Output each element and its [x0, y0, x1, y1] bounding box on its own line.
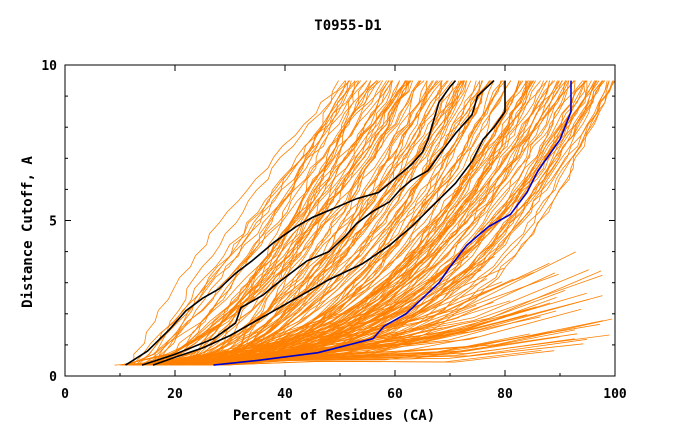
y-tick-label: 0 — [49, 370, 57, 385]
background-model-curve — [178, 80, 453, 366]
background-model-curve — [165, 80, 568, 366]
x-tick-label: 60 — [387, 387, 403, 402]
y-axis-ticks: 0 5 10 — [41, 59, 615, 385]
x-tick-label: 20 — [167, 387, 183, 402]
background-model-curve — [156, 80, 379, 366]
background-model-curve — [177, 80, 384, 366]
background-model-curve — [212, 80, 502, 366]
background-model-curve — [155, 80, 460, 366]
background-model-curve — [183, 260, 406, 366]
x-axis-ticks: 0 20 40 60 80 100 — [61, 65, 627, 402]
background-model-curve — [207, 80, 526, 366]
y-tick-label: 10 — [41, 59, 57, 74]
background-model-curve — [131, 267, 505, 366]
background-model-curve — [176, 80, 548, 366]
background-model-curve — [140, 80, 490, 366]
background-model-curve — [148, 80, 533, 366]
chart-title: T0955-D1 — [314, 18, 381, 34]
background-model-curve — [201, 278, 488, 366]
background-model-curve — [195, 80, 456, 366]
background-model-curve — [156, 80, 368, 366]
background-model-curve — [153, 80, 597, 366]
background-model-curve — [201, 344, 503, 366]
background-model-curve — [154, 80, 351, 366]
background-model-curve — [201, 80, 465, 366]
background-model-curve — [189, 80, 606, 366]
background-model-curve — [120, 80, 437, 366]
background-model-curve — [147, 80, 425, 366]
series-line-4 — [213, 80, 572, 366]
background-model-curve — [154, 80, 491, 366]
background-model-curve — [140, 80, 603, 366]
highlighted-series — [125, 80, 572, 366]
background-model-curve — [208, 80, 614, 366]
background-model-curve — [121, 80, 570, 366]
background-model-curve — [184, 80, 408, 366]
x-tick-label: 80 — [497, 387, 513, 402]
background-model-curve — [132, 80, 603, 366]
background-model-curve — [202, 302, 551, 366]
background-model-curve — [127, 80, 400, 366]
background-model-curve — [179, 80, 616, 366]
background-model-curve — [155, 80, 352, 366]
background-model-curves — [114, 80, 616, 366]
series-line-3 — [152, 80, 506, 366]
background-model-curve — [149, 80, 529, 366]
background-model-curve — [157, 80, 358, 366]
background-model-curve — [189, 80, 463, 366]
background-model-curve — [177, 80, 480, 366]
background-model-curve — [134, 273, 559, 366]
background-model-curve — [121, 80, 420, 366]
background-model-curve — [157, 256, 469, 366]
background-model-curve — [157, 80, 421, 366]
background-model-curve — [161, 80, 472, 366]
background-model-curve — [189, 80, 494, 366]
background-model-curve — [171, 274, 603, 366]
background-model-curve — [182, 294, 415, 366]
background-model-curve — [211, 80, 442, 366]
x-axis-label: Percent of Residues (CA) — [233, 408, 435, 424]
series-line-1 — [125, 80, 457, 366]
background-model-curve — [175, 80, 441, 366]
background-model-curve — [132, 80, 378, 366]
background-model-curve — [195, 80, 449, 366]
background-model-curve — [131, 80, 556, 366]
series-line-2 — [141, 80, 495, 366]
background-model-curve — [181, 80, 610, 366]
background-model-curve — [142, 80, 413, 366]
background-model-curve — [148, 323, 600, 366]
background-model-curve — [136, 80, 560, 366]
background-model-curve — [191, 80, 503, 366]
x-tick-label: 40 — [277, 387, 293, 402]
background-model-curve — [140, 80, 603, 366]
x-tick-label: 0 — [61, 387, 69, 402]
background-model-curve — [133, 80, 346, 366]
background-model-curve — [216, 329, 576, 366]
background-model-curve — [134, 304, 396, 366]
background-model-curve — [218, 350, 542, 366]
y-axis-label: Distance Cutoff, A — [20, 156, 36, 308]
background-model-curve — [219, 80, 610, 366]
background-model-curve — [130, 80, 512, 366]
y-tick-label: 5 — [49, 215, 57, 230]
background-model-curve — [203, 80, 604, 366]
x-tick-label: 100 — [603, 387, 627, 402]
background-model-curve — [154, 80, 412, 366]
background-model-curve — [157, 80, 477, 366]
